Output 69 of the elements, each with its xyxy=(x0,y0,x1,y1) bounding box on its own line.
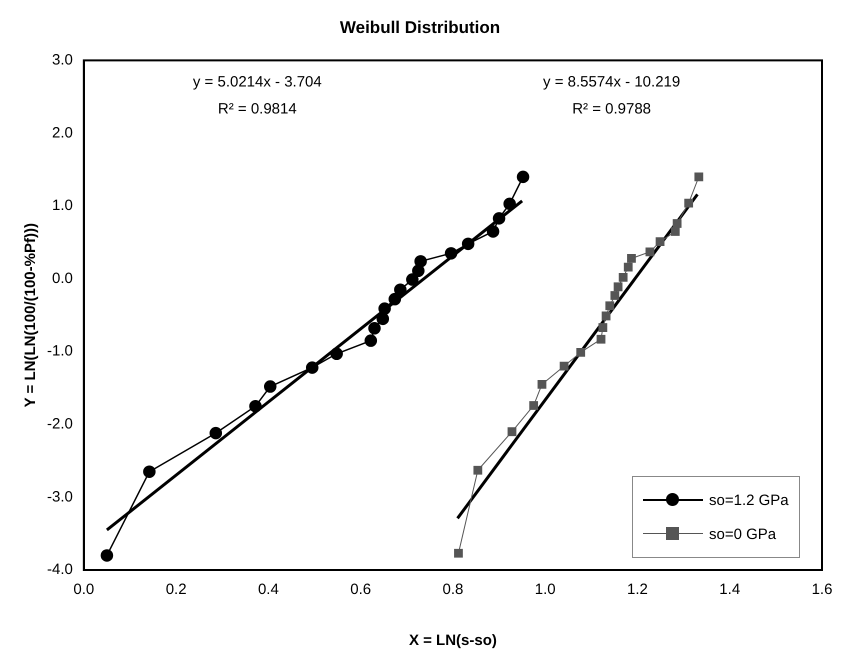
chart-title: Weibull Distribution xyxy=(340,18,500,37)
point xyxy=(306,361,318,374)
point xyxy=(596,334,606,344)
point xyxy=(538,380,546,389)
point xyxy=(364,334,378,347)
point xyxy=(143,465,156,478)
point xyxy=(602,312,610,320)
point xyxy=(529,401,538,410)
point xyxy=(646,247,654,256)
y-tick-label: -2.0 xyxy=(46,416,73,433)
x-tick-label: 0.4 xyxy=(258,581,279,598)
point xyxy=(614,282,622,292)
point xyxy=(627,254,636,263)
point xyxy=(368,322,381,335)
point xyxy=(605,301,614,310)
y-tick-label: 3.0 xyxy=(52,52,73,69)
point xyxy=(264,380,276,393)
x-tick-label: 1.6 xyxy=(812,581,832,598)
x-tick-label: 0.0 xyxy=(73,581,94,598)
point xyxy=(670,227,680,236)
x-tick-label: 1.0 xyxy=(534,581,556,598)
legend-label: so=1.2 GPa xyxy=(709,492,789,508)
x-tick-label: 0.6 xyxy=(350,581,372,598)
legend-label: so=0 GPa xyxy=(709,526,776,542)
point xyxy=(508,427,516,436)
annotation: y = 8.5574x - 10.219 xyxy=(543,74,680,91)
point xyxy=(388,292,402,306)
point xyxy=(394,283,407,296)
annotation: R² = 0.9788 xyxy=(572,100,652,118)
point xyxy=(492,212,506,225)
point xyxy=(486,225,500,238)
point xyxy=(210,426,222,440)
point xyxy=(598,323,608,332)
point xyxy=(672,219,682,228)
x-tick-label: 0.8 xyxy=(442,581,464,598)
point xyxy=(624,262,633,272)
x-tick-label: 1.4 xyxy=(719,581,740,598)
point xyxy=(376,312,390,326)
point xyxy=(610,291,620,300)
point xyxy=(560,362,568,371)
point xyxy=(378,302,391,315)
point xyxy=(516,170,530,184)
x-tick-label: 1.2 xyxy=(627,581,648,598)
point xyxy=(656,237,664,246)
point xyxy=(100,549,114,562)
y-tick-label: -3.0 xyxy=(46,488,73,506)
y-tick-label: 0.0 xyxy=(52,270,73,287)
y-tick-label: 1.0 xyxy=(52,197,73,214)
point xyxy=(414,255,427,268)
point xyxy=(576,348,586,357)
annotation: y = 5.0214x - 3.704 xyxy=(192,74,322,91)
point xyxy=(618,272,628,282)
point xyxy=(462,238,474,250)
x-tick-label: 0.2 xyxy=(166,581,187,598)
point xyxy=(330,348,343,360)
y-tick-label: 2.0 xyxy=(52,124,73,142)
point xyxy=(694,172,704,182)
point xyxy=(406,273,419,286)
y-axis-title: Y = LN(LN(100/(100-%Pf))) xyxy=(22,223,40,408)
x-axis-title: X = LN(s-so) xyxy=(408,632,497,650)
y-tick-label: -4.0 xyxy=(46,561,73,578)
point xyxy=(444,247,458,260)
annotation: R² = 0.9814 xyxy=(218,100,297,118)
point xyxy=(684,198,694,208)
point xyxy=(249,400,262,412)
point xyxy=(473,466,482,475)
point xyxy=(454,548,463,558)
point xyxy=(503,198,516,210)
y-tick-label: -1.0 xyxy=(46,342,73,360)
